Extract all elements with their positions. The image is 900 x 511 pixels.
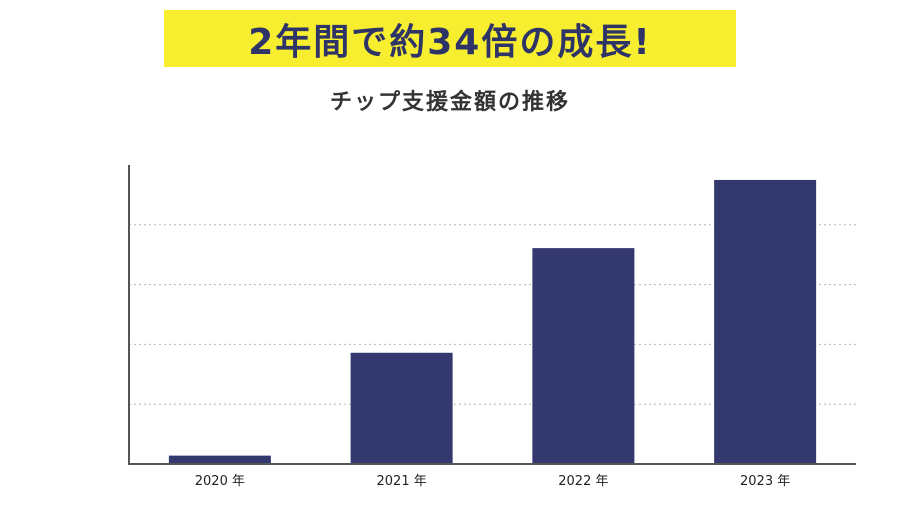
x-tick-label: 2022 年 bbox=[558, 474, 608, 489]
x-tick-labels: 2020 年 2021 年 2022 年 2023 年 bbox=[195, 474, 790, 489]
x-tick-label: 2020 年 bbox=[195, 474, 245, 489]
headline-text: 2年間で約34倍の成長! bbox=[248, 21, 652, 63]
x-tick-label: 2021 年 bbox=[377, 474, 427, 489]
bar bbox=[350, 352, 453, 464]
bar bbox=[714, 179, 817, 464]
bars bbox=[168, 179, 817, 464]
bar bbox=[532, 248, 635, 464]
x-tick-label: 2023 年 bbox=[740, 474, 790, 489]
chart-title: チップ支援金額の推移 bbox=[329, 90, 570, 115]
bar bbox=[168, 455, 271, 464]
axes bbox=[128, 165, 856, 465]
headline-banner: 2年間で約34倍の成長! bbox=[164, 10, 736, 67]
